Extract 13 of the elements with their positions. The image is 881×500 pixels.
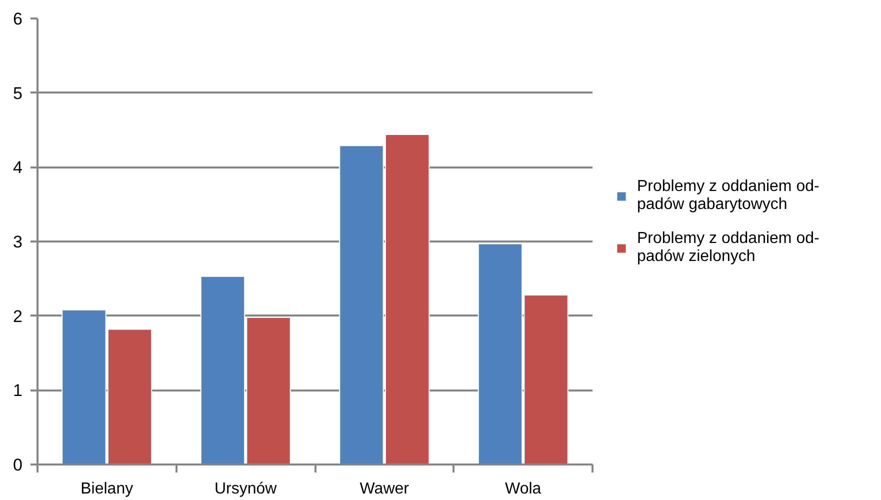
legend-label: Problemy z oddaniem od- padów gabarytowych <box>637 178 820 214</box>
x-tick-label: Wawer <box>360 480 410 498</box>
x-tick-label: Wola <box>505 480 542 498</box>
y-tick-label: 5 <box>13 84 23 103</box>
y-tick-label: 3 <box>13 232 23 252</box>
y-tick-label: 4 <box>13 158 23 178</box>
y-tick-label: 6 <box>13 10 23 28</box>
x-tick-label: Ursynów <box>214 480 278 498</box>
y-tick-label: 2 <box>13 306 23 326</box>
x-tick-label: Bielany <box>80 480 134 498</box>
y-tick-label: 0 <box>13 456 23 474</box>
y-tick-label: 1 <box>13 381 23 400</box>
legend-label: Problemy z oddaniem od- padów zielonych <box>637 230 820 266</box>
